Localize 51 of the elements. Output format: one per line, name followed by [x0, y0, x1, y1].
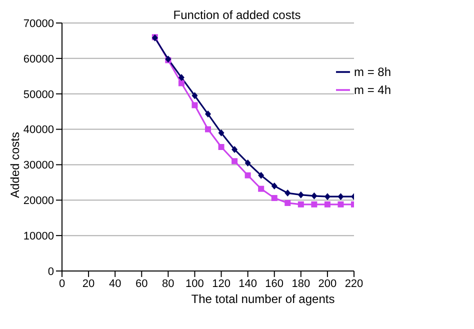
y-axis-title: Added costs [8, 130, 22, 200]
y-tick-label: 40000 [23, 124, 54, 136]
point [244, 172, 251, 178]
point [298, 201, 304, 208]
point [232, 158, 238, 164]
legend-label: m = 8h [354, 65, 392, 79]
point [324, 201, 330, 208]
point [192, 92, 198, 100]
point [271, 195, 278, 202]
x-tick-label: 100 [186, 278, 204, 290]
y-tick-label: 50000 [23, 88, 54, 101]
y-tick-label: 60000 [23, 53, 54, 66]
point [218, 144, 224, 150]
y-tick-label: 70000 [23, 18, 54, 30]
point [338, 193, 344, 200]
point [205, 126, 211, 132]
x-tick-label: 20 [82, 278, 95, 290]
x-tick-label: 180 [292, 278, 310, 290]
point [232, 146, 238, 153]
x-tick-label: 160 [265, 278, 284, 290]
x-tick-label: 60 [136, 278, 148, 290]
point [298, 191, 304, 198]
chart-title: Function of added costs [173, 8, 301, 22]
point [284, 190, 291, 197]
point [244, 159, 251, 166]
point [178, 80, 184, 86]
y-tick-label: 20000 [23, 195, 54, 208]
point [178, 74, 184, 82]
x-tick-label: 220 [344, 278, 364, 290]
x-tick-label: 200 [318, 278, 337, 290]
point [284, 200, 291, 206]
x-tick-label: 80 [162, 278, 174, 290]
point [324, 193, 330, 200]
y-tick-label: 10000 [23, 230, 54, 242]
point [205, 110, 211, 118]
point [311, 201, 318, 208]
point [218, 129, 224, 136]
legend-label: m = 4h [354, 83, 392, 97]
point [258, 186, 264, 192]
x-tick-label: 0 [58, 278, 66, 290]
y-tick-label: 0 [48, 266, 54, 278]
x-tick-label: 120 [212, 278, 230, 290]
x-tick-label: 140 [238, 278, 257, 290]
point [192, 102, 198, 108]
y-tick-label: 30000 [23, 160, 54, 172]
point [338, 201, 344, 208]
point [271, 182, 278, 190]
x-tick-label: 40 [108, 278, 122, 290]
x-axis-title: The total number of agents [190, 292, 336, 306]
point [311, 192, 318, 200]
point [258, 172, 264, 179]
